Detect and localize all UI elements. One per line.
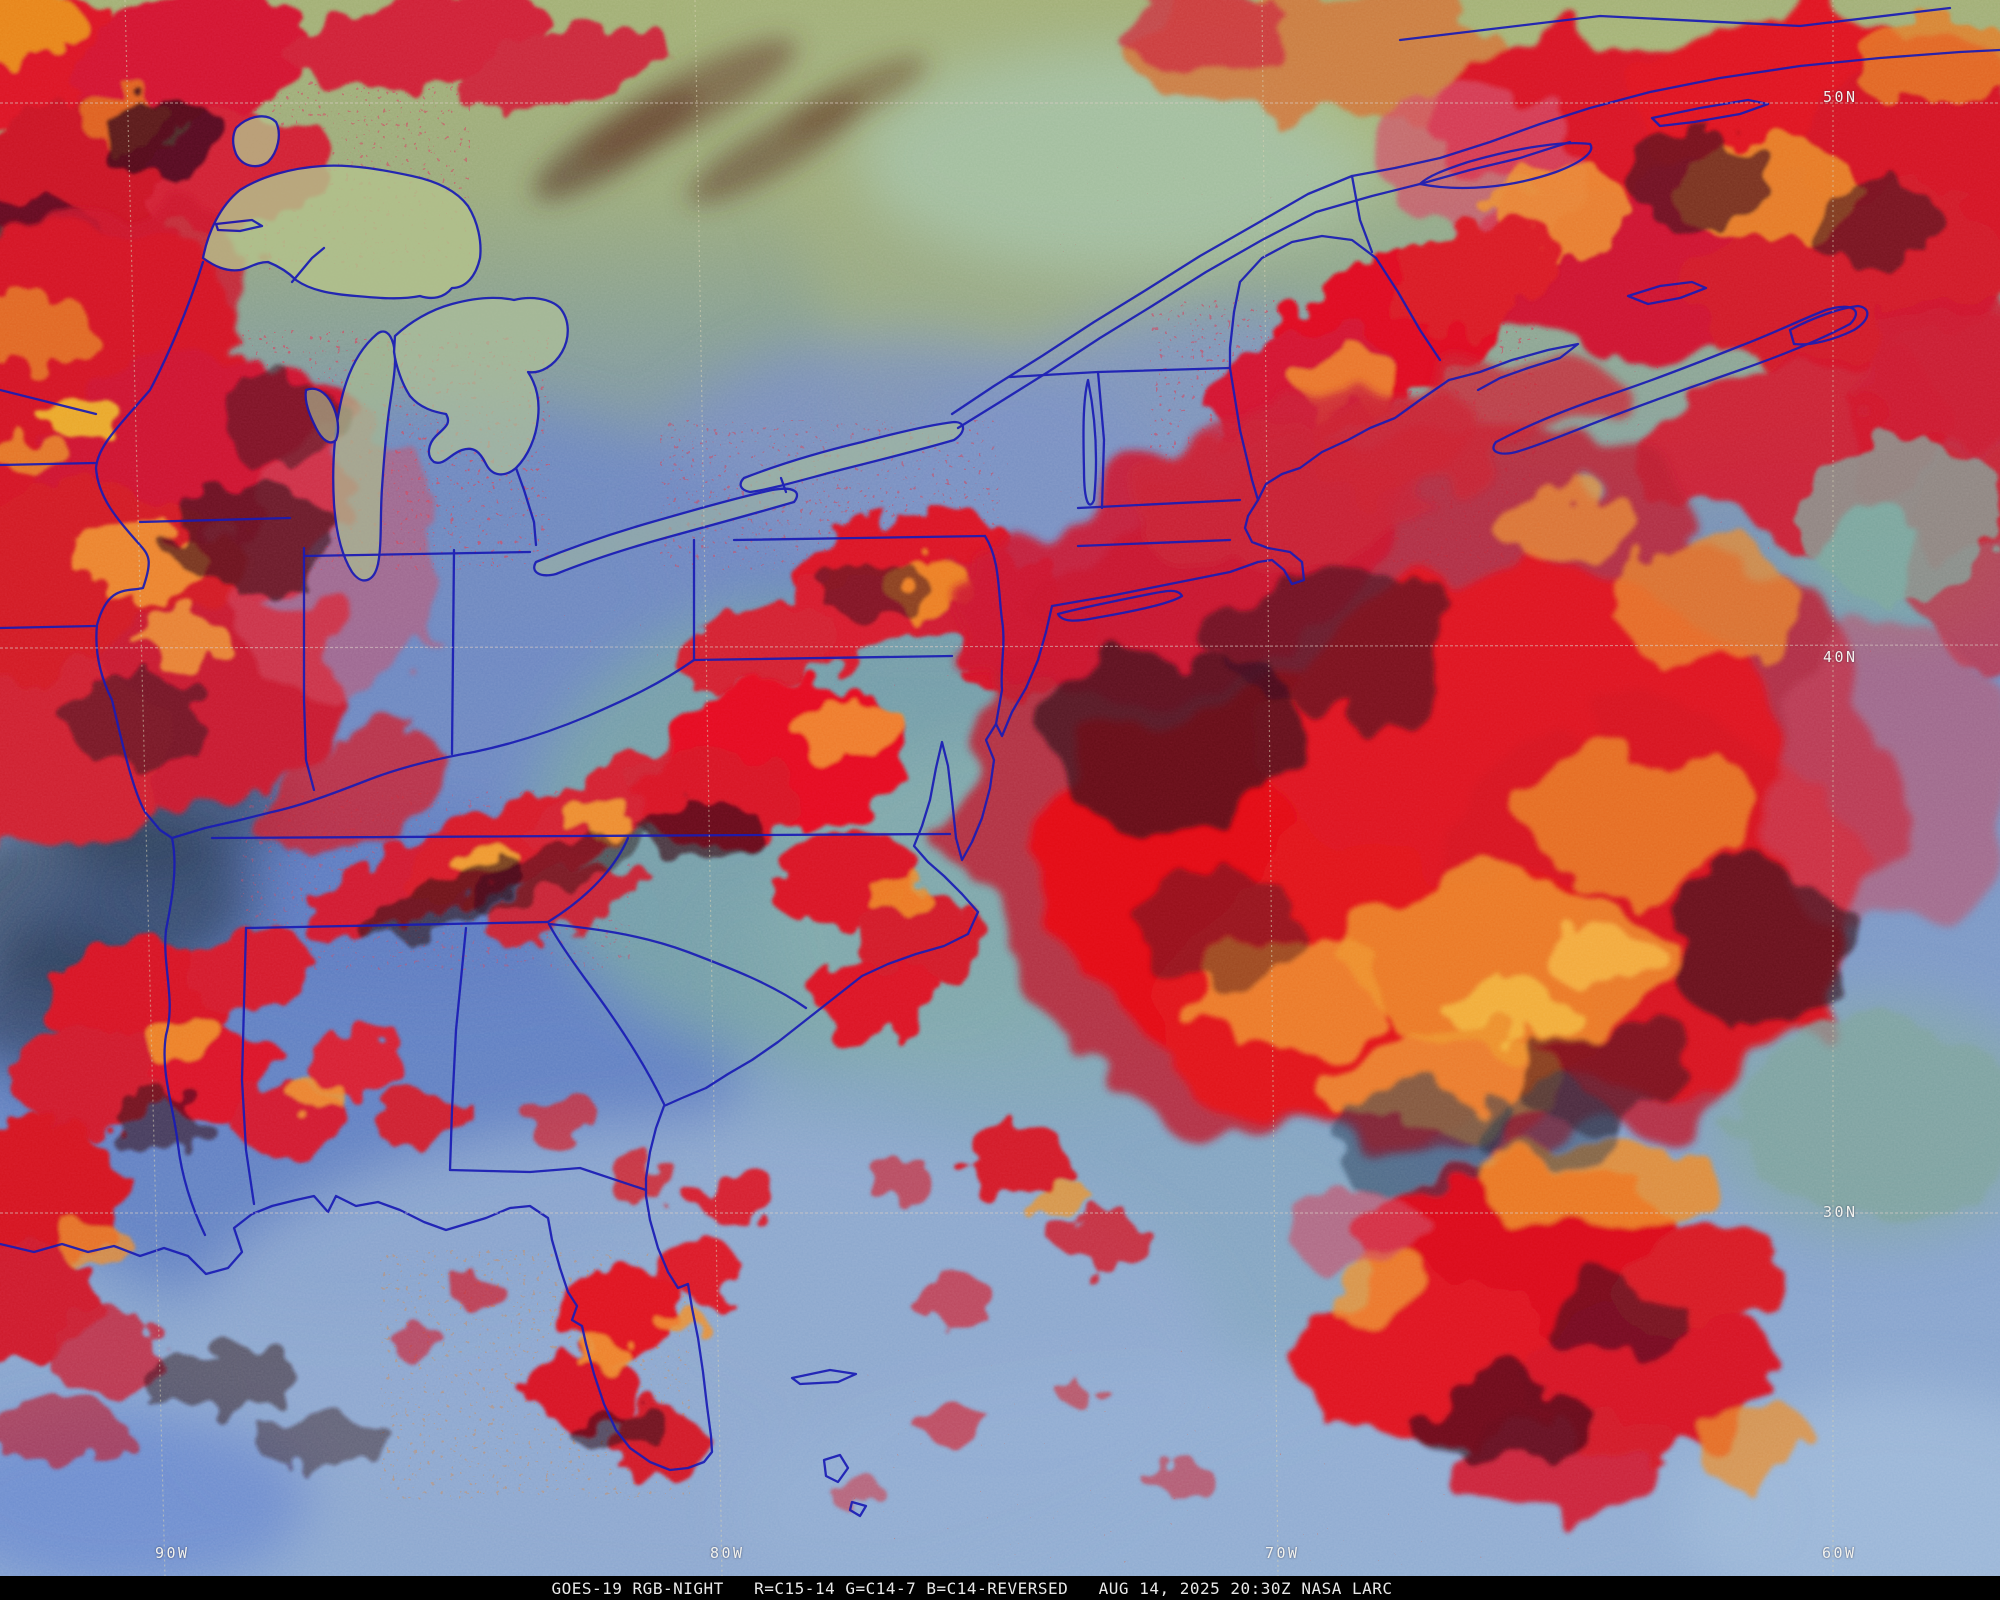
bay-of-fundy <box>1447 342 1580 392</box>
map-borders <box>0 6 2000 1518</box>
lake-ontario <box>739 420 965 494</box>
cape-breton <box>1788 304 1869 346</box>
long-island <box>1056 589 1184 622</box>
caption-text: GOES-19 RGB-NIGHT R=C15-14 G=C14-7 B=C14… <box>551 1578 1393 1598</box>
lat-label-50n: 50N <box>1823 88 1858 106</box>
lake-erie <box>533 487 799 577</box>
ohio-river <box>170 658 696 840</box>
gaspe-peninsula <box>1418 141 1593 190</box>
lake-superior <box>201 164 482 300</box>
green-bay <box>304 387 340 444</box>
lake-champlain <box>1082 378 1098 506</box>
st-lawrence-south-bank <box>956 140 1572 430</box>
lon-label-90w: 90W <box>155 1544 190 1562</box>
mississippi-river <box>94 260 207 1237</box>
atlantic-coastline <box>0 378 1451 1472</box>
st-lawrence-north-bank <box>950 48 2000 416</box>
lat-label-40n: 40N <box>1823 648 1858 666</box>
lon-label-70w: 70W <box>1265 1544 1300 1562</box>
bahamas-islands <box>790 1368 858 1386</box>
labrador-coast <box>1398 6 1952 42</box>
prince-edward-island <box>1626 280 1708 306</box>
caption-bar: GOES-19 RGB-NIGHT R=C15-14 G=C14-7 B=C14… <box>0 1576 2000 1600</box>
nova-scotia <box>1492 305 1857 455</box>
lake-nipigon <box>231 115 280 168</box>
lat-label-30n: 30N <box>1823 1203 1858 1221</box>
lon-label-60w: 60W <box>1822 1544 1857 1562</box>
anticosti-island <box>1650 98 1770 128</box>
lon-label-80w: 80W <box>710 1544 745 1562</box>
